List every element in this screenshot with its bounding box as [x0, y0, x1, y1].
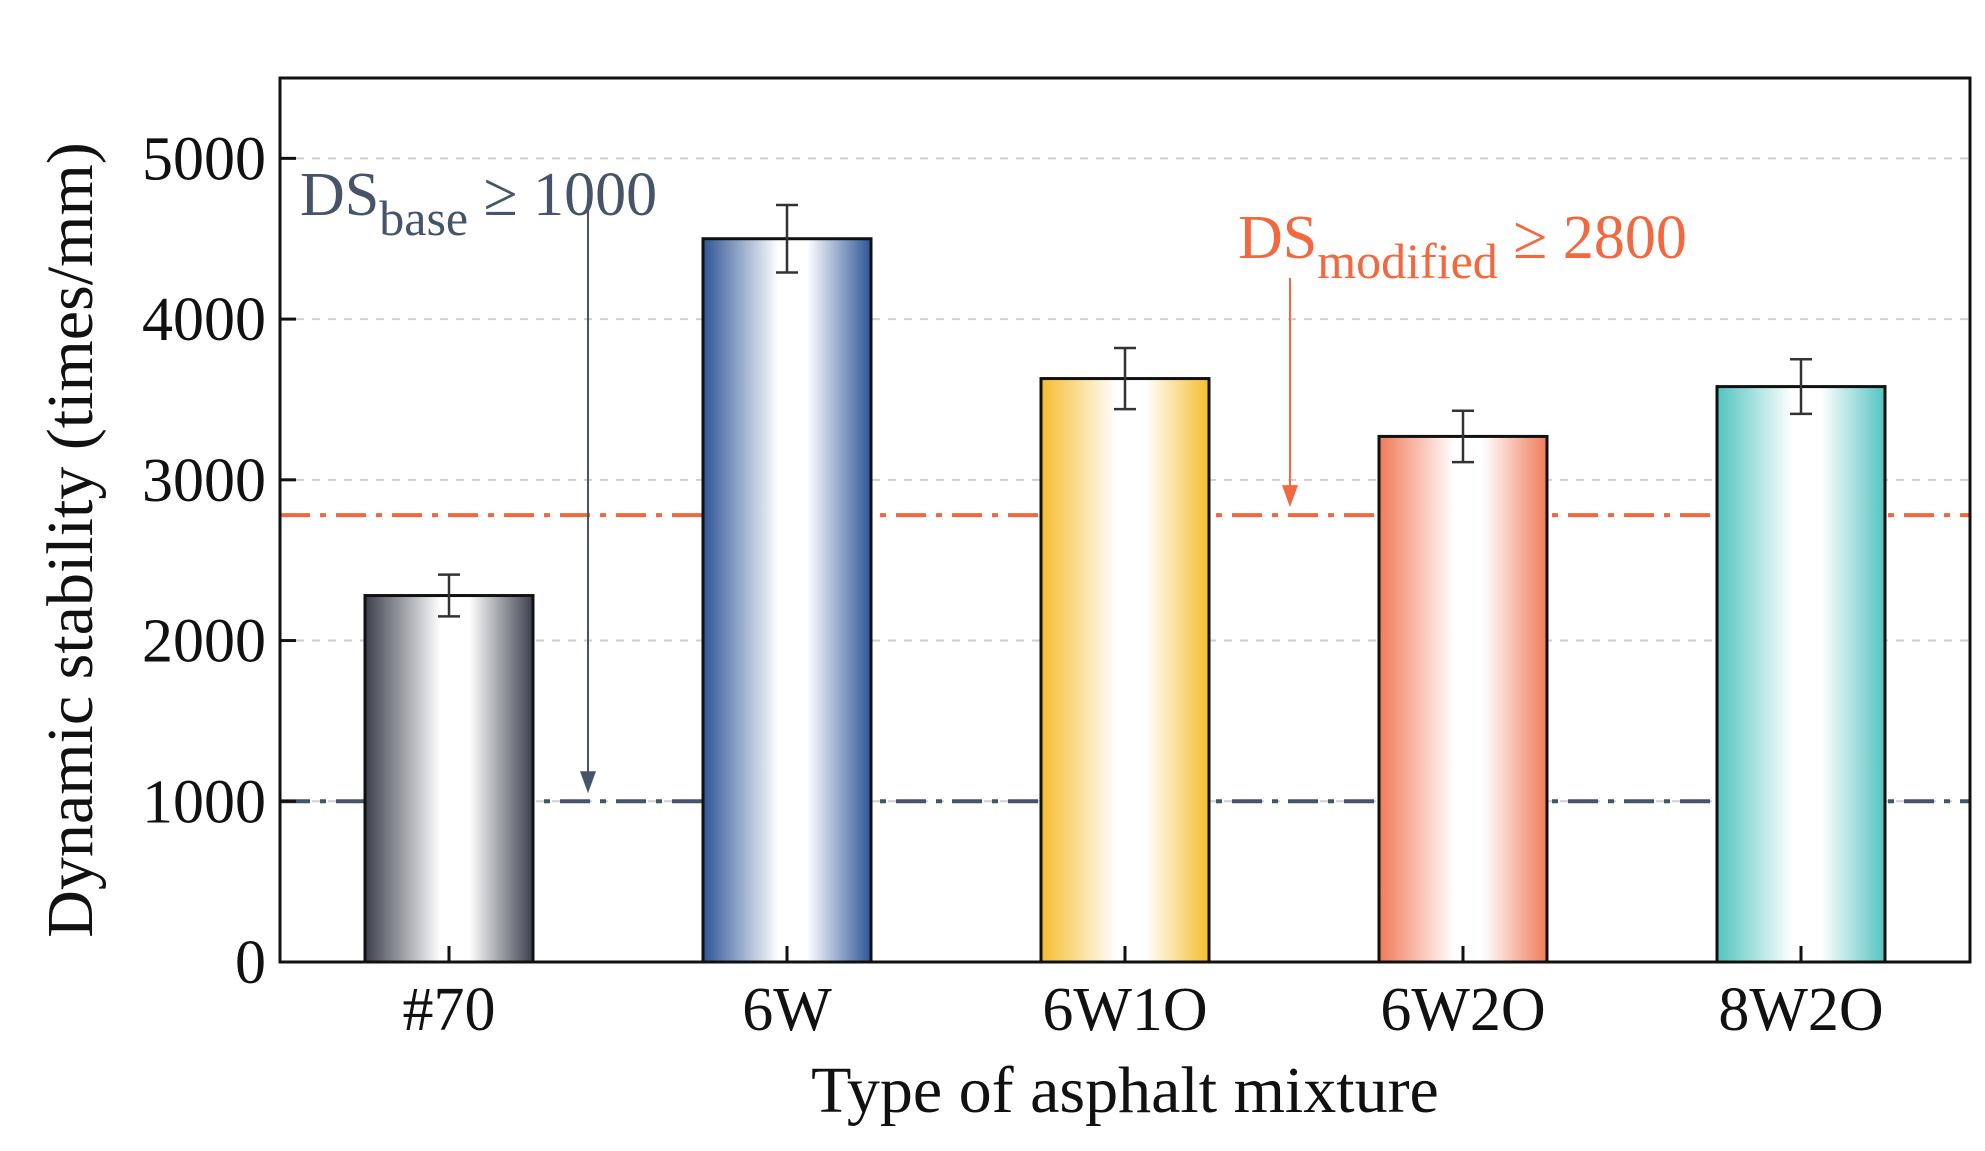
y-tick-label: 5000 — [142, 125, 266, 193]
reference-label-base: DSbase ≥ 1000 — [300, 161, 657, 246]
y-tick-label: 2000 — [142, 608, 266, 676]
bars — [363, 237, 1887, 964]
bar-6W — [701, 237, 873, 964]
x-axis-ticks: #70 6W 6W1O 6W2O 8W2O — [403, 946, 1884, 1044]
reference-arrow-head — [580, 771, 596, 794]
y-axis-ticks: 0 1000 2000 3000 4000 5000 — [142, 125, 296, 997]
reference-label-main: DS — [300, 161, 379, 229]
reference-label-sub: base — [379, 190, 468, 246]
bar-6W1O — [1039, 377, 1211, 964]
y-axis-title: Dynamic stability (times/mm) — [34, 142, 107, 938]
reference-label-main: DS — [1238, 204, 1317, 272]
y-tick-label: 4000 — [142, 286, 266, 354]
bar-6W2O — [1377, 434, 1549, 964]
x-tick-label-6W2O: 6W2O — [1380, 976, 1545, 1044]
x-tick-label-6W: 6W — [742, 976, 832, 1044]
reference-arrow-head — [1282, 485, 1298, 508]
reference-label-rest: ≥ 1000 — [468, 161, 657, 229]
x-axis-title: Type of asphalt mixture — [811, 1054, 1439, 1127]
bar-8W2O — [1715, 385, 1887, 964]
y-tick-label: 0 — [235, 929, 266, 997]
y-tick-label: 3000 — [142, 447, 266, 515]
x-tick-label-6W1O: 6W1O — [1042, 976, 1207, 1044]
x-tick-label-#70: #70 — [403, 976, 496, 1044]
x-tick-label-8W2O: 8W2O — [1718, 976, 1883, 1044]
reference-label-sub: modified — [1317, 233, 1498, 289]
y-tick-label: 1000 — [142, 768, 266, 836]
bar-#70 — [363, 594, 535, 964]
reference-label-modified: DSmodified ≥ 2800 — [1238, 204, 1687, 289]
reference-label-rest: ≥ 2800 — [1498, 204, 1687, 272]
error-bars — [438, 203, 1812, 618]
